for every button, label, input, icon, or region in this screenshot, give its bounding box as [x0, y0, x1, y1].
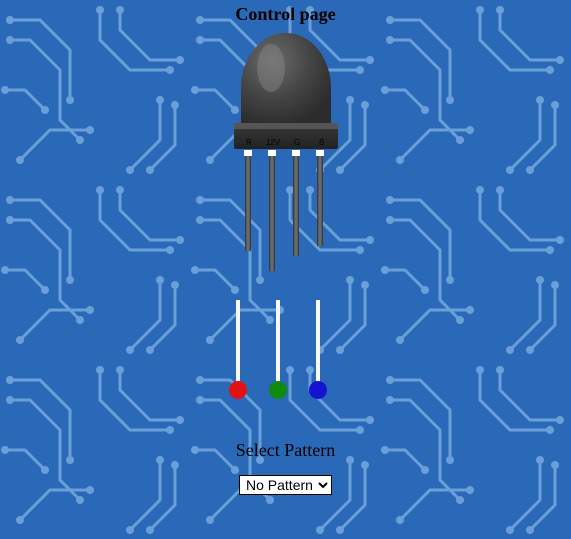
red-slider-knob[interactable]	[229, 381, 247, 399]
pin-label-r: R	[246, 138, 252, 147]
page-title: Control page	[0, 4, 571, 25]
blue-slider-track[interactable]	[316, 300, 320, 390]
green-slider-track[interactable]	[276, 300, 280, 390]
rgb-led-graphic: R 12V G B	[206, 28, 366, 278]
rgb-slider-group	[216, 300, 356, 420]
pin-label-b: B	[319, 138, 324, 147]
green-slider-knob[interactable]	[269, 381, 287, 399]
pattern-label: Select Pattern	[0, 440, 571, 461]
pattern-select[interactable]: No Pattern	[239, 475, 332, 495]
red-slider-track[interactable]	[236, 300, 240, 390]
pin-label-12v: 12V	[266, 138, 281, 147]
blue-slider-knob[interactable]	[309, 381, 327, 399]
pin-label-g: G	[294, 138, 300, 147]
